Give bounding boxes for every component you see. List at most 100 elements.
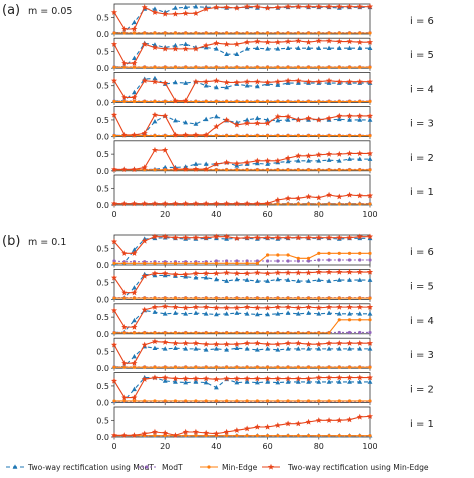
data-point [152,6,158,11]
data-point [276,399,280,403]
data-point [244,311,250,316]
data-point [141,41,148,47]
data-point [358,168,362,172]
data-point [264,157,271,164]
legend-label: Two-way rectification using ModT [27,463,154,472]
data-point [132,247,137,252]
data-point [153,365,157,369]
data-point [112,99,116,103]
data-point [368,258,372,262]
subplot: 0.0 0.5 i = 1 [96,406,434,442]
data-point [192,165,199,172]
data-point [316,45,322,50]
data-point [286,202,290,206]
data-point [295,375,302,382]
data-point [306,134,311,138]
data-point [182,45,189,52]
data-point [184,365,188,369]
data-point [286,65,290,69]
legend-item: Two-way rectification using ModT [6,463,154,472]
data-point [326,80,332,85]
data-point [213,341,220,347]
data-point [225,365,229,369]
data-point [182,10,189,16]
y-tick-label: 0.0 [96,64,109,73]
data-point [182,271,189,277]
data-point [285,3,292,10]
data-point [235,65,239,69]
data-point [306,346,311,351]
data-point [347,311,352,316]
data-point [214,46,219,51]
data-point [122,331,126,335]
data-point [295,152,302,159]
data-point [305,303,312,310]
data-point [358,99,362,103]
data-point [336,3,343,10]
data-point [173,261,178,265]
data-point [121,60,128,66]
data-point [285,277,291,282]
data-point [254,45,260,50]
data-point [356,78,363,85]
data-point [286,296,290,300]
data-point [356,340,363,346]
data-point [244,346,250,351]
data-point [366,340,374,346]
data-point [255,296,259,300]
data-point [162,112,169,119]
data-point [234,276,240,282]
data-point [245,168,249,172]
data-point [275,46,281,51]
data-point [286,331,290,335]
data-point [173,42,178,48]
data-point [163,99,167,103]
data-point [192,270,199,276]
y-tick-label: 0.0 [96,167,109,176]
subplot-label: i = 5 [410,50,434,61]
panel-a: (a) m = 0.05 0.0 0.5 i = 6 0.0 0.5 i = 5 0.0 0.5 i… [2,3,434,219]
data-point [347,318,352,322]
data-point [254,234,261,241]
data-point [172,97,179,104]
data-point [265,117,270,122]
data-point [173,399,178,403]
data-point [153,261,157,265]
data-point [347,434,352,438]
data-point [336,374,343,381]
data-point [368,65,372,69]
data-point [244,425,251,432]
data-point [132,353,137,359]
data-point [203,78,210,85]
data-point [358,134,362,138]
data-point [172,340,179,346]
data-point [214,311,219,317]
subplot: 0.0 0.5 i = 3 [96,337,434,373]
data-point [274,422,281,428]
data-point [193,275,199,280]
data-point [224,311,230,316]
data-point [356,413,363,420]
series-line [113,305,370,328]
data-point [245,399,249,403]
data-point [276,168,280,172]
panel-b: (b) m = 0.1 0.0 0.5 i = 6 0.0 0.5 i = 5 0.0 0.5 i … [2,233,434,451]
data-point [233,4,240,11]
data-point [275,82,281,87]
legend-marker [267,463,275,470]
data-point [183,311,189,316]
subplot: 0.0 0.5 i = 1 [96,174,434,210]
data-point [286,253,290,257]
data-point [254,120,261,126]
data-point [192,340,199,346]
data-point [336,268,343,275]
data-point [356,112,363,119]
data-point [254,380,260,385]
data-point [336,346,342,351]
data-point [112,365,116,369]
data-point [315,151,322,158]
data-point [265,161,270,166]
data-point [203,44,209,50]
data-point [347,31,352,35]
data-point [367,311,373,316]
